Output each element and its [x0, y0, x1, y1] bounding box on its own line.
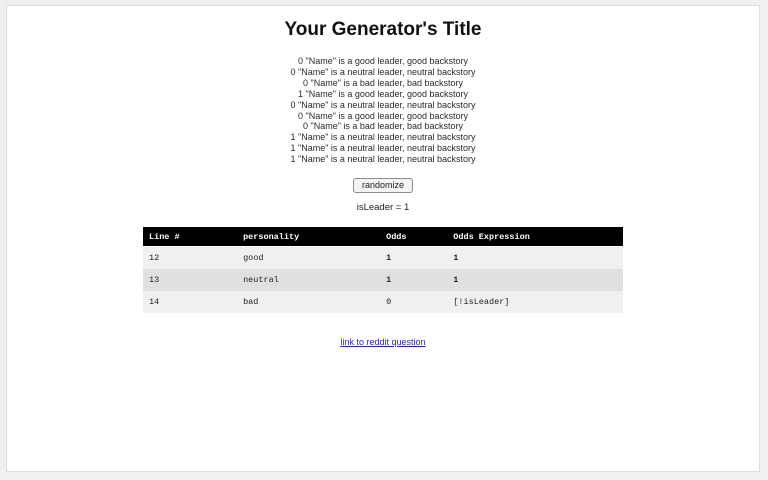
table-row: 12 good 1 1: [143, 246, 623, 270]
cell-odds: 1: [380, 269, 448, 292]
reddit-question-link[interactable]: link to reddit question: [340, 337, 426, 348]
output-line: 0 "Name" is a good leader, good backstor…: [298, 56, 468, 66]
output-line: 0 "Name" is a neutral leader, neutral ba…: [290, 66, 476, 77]
table-header-row: Line # personality Odds Odds Expression: [143, 227, 623, 248]
cell-line-number: 14: [143, 291, 238, 314]
output-line: 0 "Name" is a neutral leader, neutral ba…: [290, 99, 476, 110]
table-row: 13 neutral 1 1: [143, 269, 623, 292]
output-line: 1 "Name" is a good leader, good backstor…: [298, 88, 468, 99]
cell-personality: bad: [237, 291, 381, 314]
button-row: randomize: [7, 175, 759, 194]
generator-page: Your Generator's Title 0 "Name" is a goo…: [6, 5, 760, 472]
randomize-button[interactable]: randomize: [352, 178, 414, 194]
output-line: 1 "Name" is a neutral leader, neutral ba…: [290, 154, 476, 165]
isleader-status: isLeader = 1: [356, 202, 410, 214]
cell-line-number: 13: [143, 269, 238, 292]
output-line: 0 "Name" is a bad leader, bad backstory: [303, 121, 463, 132]
cell-odds-expression: 1: [447, 246, 623, 270]
output-line: 1 "Name" is a neutral leader, neutral ba…: [290, 143, 476, 154]
output-line: 1 "Name" is a neutral leader, neutral ba…: [290, 132, 476, 143]
cell-odds-expression: [!isLeader]: [447, 291, 623, 314]
cell-personality: neutral: [237, 269, 381, 292]
col-header-personality: personality: [237, 227, 381, 248]
cell-odds-expression: 1: [447, 269, 623, 292]
cell-odds: 0: [380, 291, 448, 314]
odds-table-wrap: Line # personality Odds Odds Expression …: [143, 227, 623, 314]
page-title: Your Generator's Title: [284, 19, 482, 40]
col-header-odds: Odds: [380, 227, 448, 248]
cell-personality: good: [237, 246, 381, 270]
output-list: 0 "Name" is a good leader, good backstor…: [7, 56, 759, 165]
cell-line-number: 12: [143, 246, 238, 270]
cell-odds: 1: [380, 246, 448, 270]
output-line: 0 "Name" is a bad leader, bad backstory: [303, 77, 463, 88]
output-line: 0 "Name" is a good leader, good backstor…: [298, 110, 468, 121]
link-row: link to reddit question: [7, 337, 759, 347]
odds-table: Line # personality Odds Odds Expression …: [143, 227, 623, 314]
col-header-line-number: Line #: [143, 227, 238, 248]
table-row: 14 bad 0 [!isLeader]: [143, 291, 623, 314]
col-header-odds-expression: Odds Expression: [447, 227, 623, 248]
